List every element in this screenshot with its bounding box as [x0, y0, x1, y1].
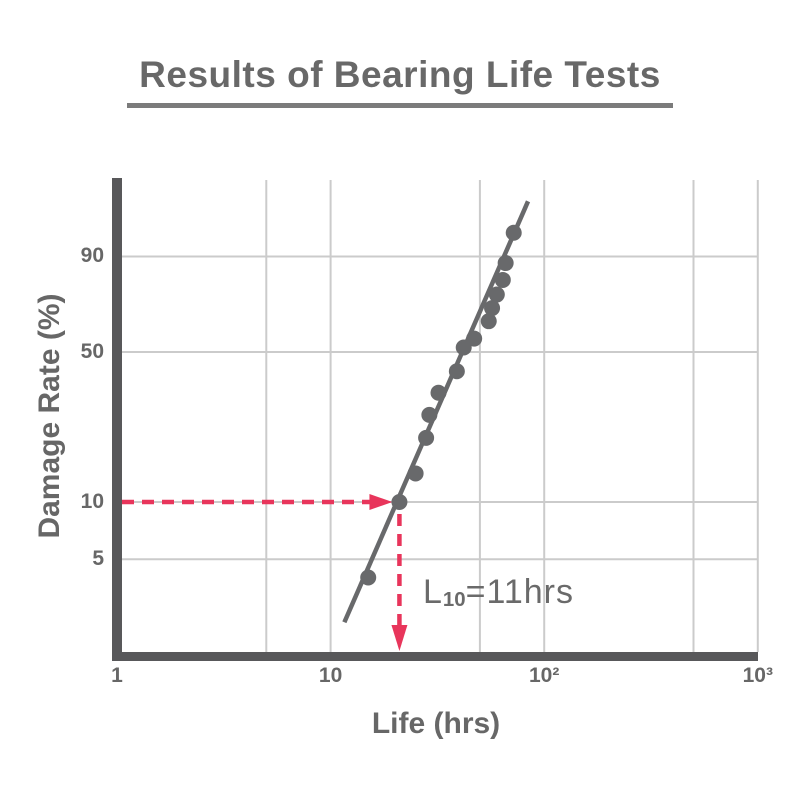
- data-point: [466, 330, 483, 347]
- data-point: [480, 313, 497, 330]
- y-tick-label: 90: [80, 244, 104, 268]
- data-point: [488, 286, 505, 303]
- data-point: [360, 569, 377, 586]
- data-point: [430, 384, 447, 401]
- data-point: [494, 271, 511, 288]
- l10-annotation-suffix: =11hrs: [465, 573, 574, 611]
- y-axis-bar: [112, 178, 122, 661]
- y-tick-label: 50: [80, 340, 104, 364]
- x-tick-label: 10: [318, 664, 343, 687]
- x-tick-label: 1: [111, 664, 123, 687]
- l10-annotation: L10=11hrs: [423, 573, 574, 612]
- x-tick-label: 10²: [529, 664, 560, 687]
- data-point: [391, 493, 408, 510]
- title-container: Results of Bearing Life Tests: [0, 56, 800, 108]
- l10-annotation-subscript: 10: [442, 589, 466, 612]
- y-tick-label: 10: [80, 489, 104, 513]
- data-point: [407, 465, 424, 482]
- data-point: [484, 300, 501, 317]
- arrowhead-down-icon: [391, 625, 408, 651]
- data-point: [505, 224, 522, 241]
- x-axis-title: Life (hrs): [371, 707, 501, 740]
- l10-annotation-prefix: L: [423, 573, 443, 611]
- x-tick-label: 10³: [742, 664, 773, 687]
- y-tick-label: 5: [92, 547, 104, 571]
- arrowhead-right-icon: [369, 493, 393, 510]
- data-point: [448, 363, 465, 380]
- data-point: [421, 406, 438, 423]
- x-axis-bar: [112, 652, 758, 661]
- data-point: [455, 339, 472, 356]
- data-point: [418, 429, 435, 446]
- data-point: [497, 255, 514, 272]
- page-title: Results of Bearing Life Tests: [127, 56, 673, 108]
